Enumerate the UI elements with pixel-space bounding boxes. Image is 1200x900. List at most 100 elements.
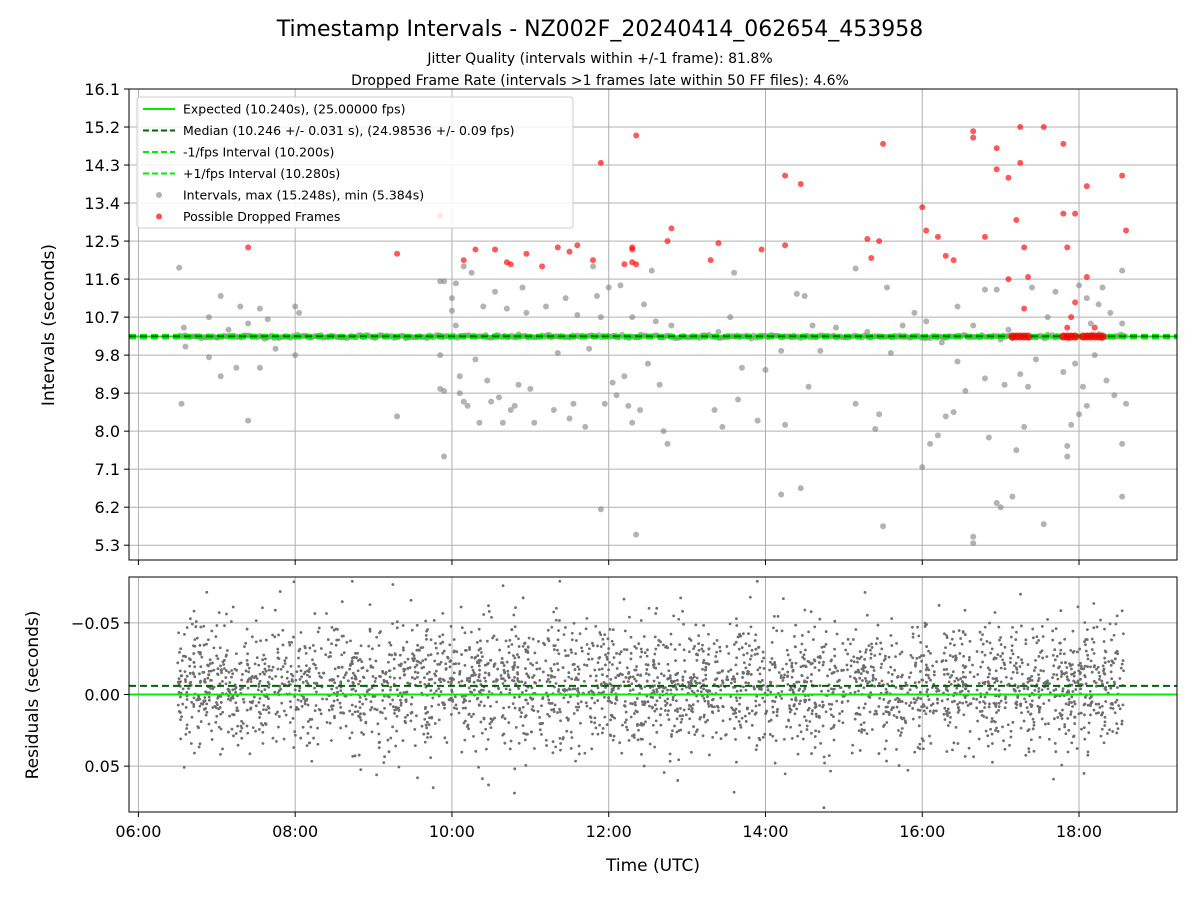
residual-point	[890, 617, 894, 621]
interval-point	[1021, 423, 1028, 430]
residual-point	[566, 718, 570, 722]
residual-point	[689, 704, 693, 708]
residual-point	[221, 747, 224, 751]
residual-point	[801, 664, 805, 668]
residual-point	[569, 648, 573, 652]
interval-point	[1119, 267, 1126, 274]
residual-point	[804, 719, 808, 722]
residual-point	[689, 638, 693, 642]
residual-point	[239, 661, 243, 665]
residual-point	[470, 655, 474, 659]
residual-point	[526, 702, 530, 705]
residual-point	[918, 690, 922, 694]
residual-point	[483, 704, 486, 708]
residual-point	[192, 702, 196, 706]
residual-point	[841, 642, 845, 645]
residual-point	[694, 681, 698, 685]
residual-point	[1094, 702, 1098, 706]
residual-point	[690, 682, 693, 686]
residual-point	[199, 625, 203, 629]
residual-point	[251, 699, 255, 703]
interval-point	[738, 364, 745, 371]
residual-point	[1014, 661, 1018, 665]
residual-point	[288, 700, 292, 703]
residual-point	[208, 658, 212, 662]
residual-point	[1067, 728, 1071, 732]
interval-point	[1032, 356, 1039, 363]
residual-point	[403, 660, 407, 664]
residual-point	[444, 667, 448, 670]
residual-point	[961, 664, 965, 667]
residual-point	[574, 759, 577, 763]
residual-point	[874, 677, 878, 681]
residual-point	[744, 688, 748, 692]
residual-point	[390, 653, 394, 657]
interval-point	[950, 409, 957, 416]
residual-point	[368, 603, 372, 607]
interval-point	[515, 381, 522, 388]
interval-point	[938, 339, 945, 346]
residual-point	[249, 706, 253, 710]
residual-point	[677, 758, 681, 762]
residual-point	[1063, 725, 1067, 729]
residual-point	[474, 673, 477, 677]
residual-point	[308, 675, 312, 679]
residual-point	[374, 676, 378, 680]
residual-point	[942, 712, 946, 716]
residual-point	[593, 668, 597, 672]
residual-point	[998, 638, 1001, 642]
residual-point	[728, 622, 732, 626]
residual-point	[1114, 700, 1117, 704]
residual-point	[997, 708, 1000, 712]
residual-point	[545, 680, 549, 683]
dropped-frame-point	[621, 261, 628, 268]
residual-point	[754, 748, 758, 752]
residual-point	[798, 723, 802, 727]
residual-point	[218, 646, 222, 650]
dropped-frame-point	[245, 244, 252, 251]
residual-point	[180, 674, 184, 678]
residual-point	[642, 764, 646, 768]
residual-point	[916, 708, 920, 712]
residual-point	[1052, 777, 1055, 781]
residual-point	[842, 690, 845, 694]
residual-point	[918, 715, 921, 719]
residual-point	[936, 697, 939, 701]
residual-point	[711, 698, 714, 702]
residual-point	[899, 731, 903, 734]
residual-point	[637, 728, 640, 732]
residual-point	[663, 699, 667, 703]
residual-point	[218, 706, 222, 709]
residual-point	[303, 699, 307, 703]
residual-point	[357, 682, 360, 686]
residual-point	[274, 712, 278, 716]
dropped-frame-point	[590, 257, 597, 264]
interval-point	[644, 360, 651, 367]
residual-point	[551, 751, 555, 755]
residual-point	[517, 645, 521, 648]
residual-point	[178, 650, 181, 654]
residual-point	[1111, 707, 1115, 710]
residual-point	[471, 668, 475, 672]
residual-point	[585, 704, 589, 708]
residual-point	[815, 715, 819, 718]
residual-point	[961, 701, 965, 705]
residual-point	[413, 677, 417, 681]
dropped-frame-point	[782, 172, 789, 179]
residual-point	[794, 661, 798, 665]
residual-point	[1089, 659, 1093, 663]
residual-point	[359, 768, 363, 772]
residual-point	[282, 737, 286, 741]
residual-point	[999, 636, 1003, 639]
residual-point	[1018, 689, 1021, 693]
residual-point	[620, 751, 624, 755]
residual-point	[1084, 638, 1088, 641]
residual-point	[1090, 637, 1094, 641]
residual-point	[454, 703, 458, 707]
residual-point	[566, 654, 570, 657]
residual-point	[651, 663, 655, 667]
residual-point	[442, 649, 446, 653]
residual-point	[615, 651, 618, 655]
interval-point	[441, 278, 448, 285]
residual-point	[524, 689, 528, 693]
